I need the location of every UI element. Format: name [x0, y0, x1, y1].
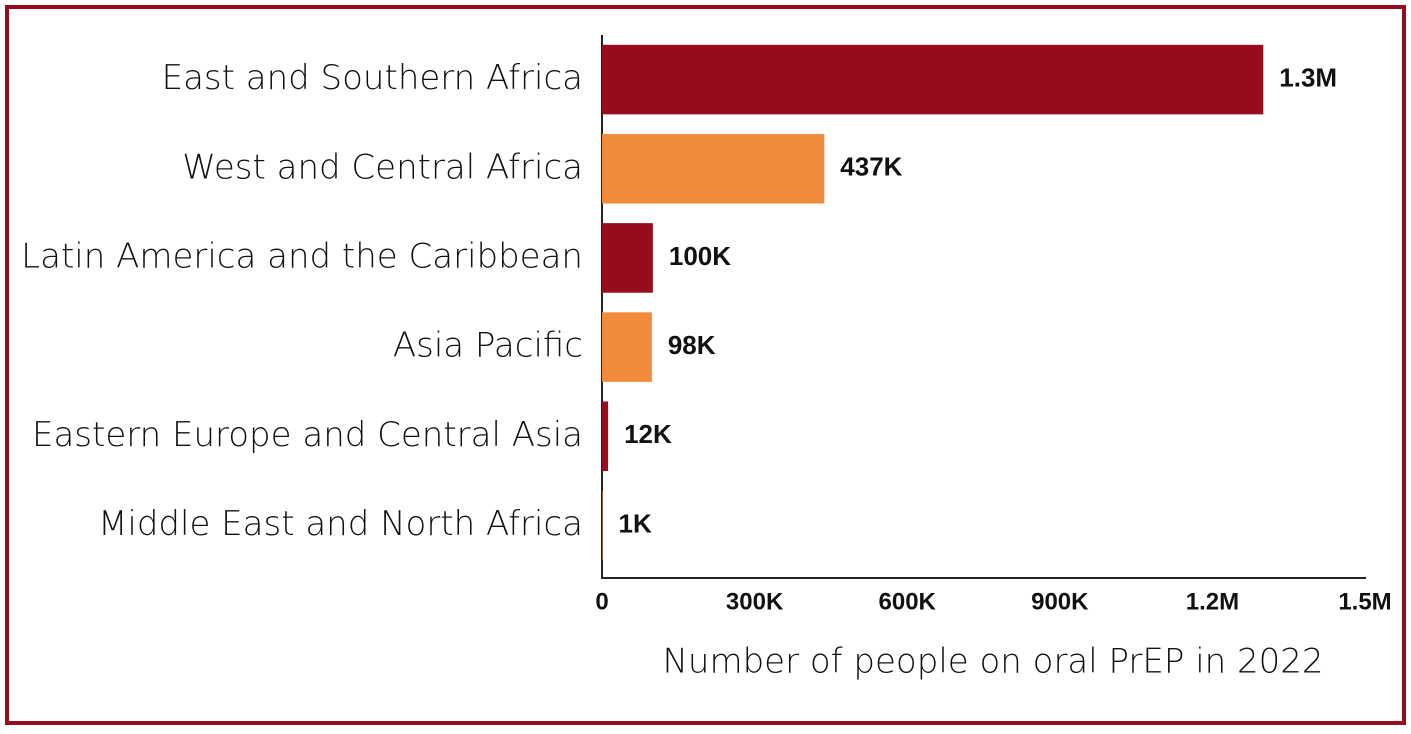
value-label: 98K: [668, 330, 716, 360]
value-label: 1K: [619, 508, 652, 538]
value-label: 100K: [669, 241, 731, 271]
x-tick-label: 0: [595, 588, 608, 615]
bar: [602, 401, 609, 472]
bar: [602, 44, 1264, 115]
category-label: East and Southern Africa: [162, 58, 583, 98]
category-label: Asia Pacific: [393, 326, 583, 366]
category-label: Latin America and the Caribbean: [21, 236, 583, 276]
value-label: 12K: [624, 419, 672, 449]
x-tick-label: 1.5M: [1338, 588, 1391, 615]
category-label: Eastern Europe and Central Asia: [32, 415, 583, 455]
bar: [602, 223, 653, 293]
value-label: 1.3M: [1279, 62, 1337, 92]
bar: [602, 490, 603, 561]
frame: [5, 5, 1406, 725]
bar: [602, 312, 652, 382]
x-tick-label: 900K: [1031, 588, 1089, 615]
x-tick-label: 1.2M: [1186, 588, 1239, 615]
x-tick-label: 600K: [879, 588, 937, 615]
category-label: Middle East and North Africa: [98, 504, 583, 544]
x-tick-label: 300K: [726, 588, 784, 615]
value-label: 437K: [840, 152, 902, 182]
category-label: West and Central Africa: [182, 147, 583, 187]
bar: [602, 133, 825, 204]
x-axis-label: Number of people on oral PrEP in 2022: [662, 642, 1323, 682]
